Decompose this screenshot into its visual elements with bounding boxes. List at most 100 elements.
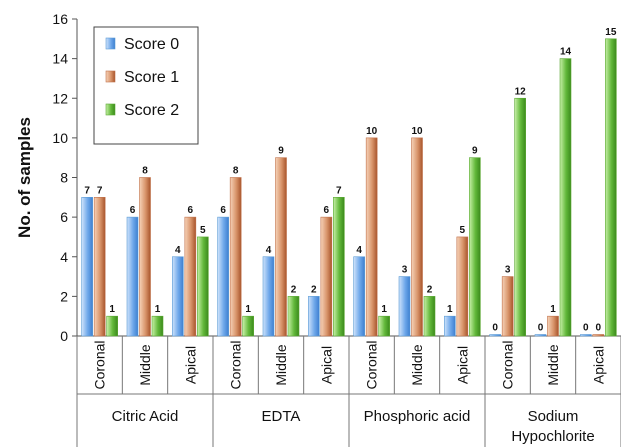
bar-score-2-edta-apical (333, 197, 345, 337)
bar-score-0-edta-middle (262, 256, 275, 337)
data-label: 2 (291, 284, 297, 295)
y-axis-title: No. of samples (15, 117, 34, 238)
x-group-label: Sodium (528, 408, 579, 425)
data-label: 1 (109, 304, 115, 315)
bar-score-2-sodium-hypochlorite-middle (559, 58, 572, 337)
data-label: 2 (311, 284, 317, 295)
bar-score-0-phosphoric-acid-middle (398, 276, 411, 337)
x-category-label: Coronal (228, 340, 244, 389)
legend-label: Score 2 (124, 102, 179, 119)
bar-score-1-phosphoric-acid-apical (456, 236, 469, 337)
y-tick-label: 6 (60, 209, 68, 225)
data-label: 10 (366, 126, 378, 137)
bar-score-1-sodium-hypochlorite-apical (592, 334, 605, 337)
data-label: 4 (356, 245, 362, 256)
legend-swatch-score-1 (105, 70, 116, 83)
y-tick-label: 14 (52, 51, 68, 67)
legend-label: Score 1 (124, 69, 179, 86)
bar-score-1-sodium-hypochlorite-coronal (501, 276, 514, 337)
bar-score-2-sodium-hypochlorite-apical (605, 38, 617, 337)
data-label: 6 (188, 205, 194, 216)
x-category-label: Apical (454, 346, 470, 384)
bar-score-0-edta-apical (308, 296, 320, 337)
bar-score-0-phosphoric-acid-coronal (353, 256, 365, 337)
legend-swatch-score-0 (105, 37, 116, 50)
bar-score-1-edta-middle (275, 157, 287, 337)
data-label: 6 (130, 205, 136, 216)
x-category-label: Coronal (92, 340, 108, 389)
data-label: 9 (472, 146, 478, 157)
data-label: 4 (266, 245, 272, 256)
x-category-label: Middle (409, 344, 425, 385)
data-label: 5 (200, 225, 206, 236)
y-tick-label: 16 (52, 11, 68, 27)
x-category-label: Middle (545, 344, 561, 385)
bar-score-1-citric-acid-middle (139, 177, 151, 337)
y-tick-label: 12 (52, 90, 68, 106)
x-group-label: Citric Acid (112, 408, 179, 425)
data-label: 8 (142, 166, 148, 177)
bar-score-2-citric-acid-coronal (106, 315, 118, 337)
bar-score-0-citric-acid-coronal (81, 197, 93, 337)
bar-score-0-citric-acid-middle (126, 216, 139, 337)
data-label: 1 (245, 304, 251, 315)
bar-score-0-sodium-hypochlorite-apical (580, 334, 592, 337)
bar-score-0-sodium-hypochlorite-coronal (489, 334, 501, 337)
data-label: 0 (583, 323, 589, 334)
data-label: 9 (278, 146, 284, 157)
data-label: 6 (324, 205, 330, 216)
data-label: 0 (492, 323, 498, 334)
x-category-label: Apical (590, 346, 606, 384)
data-label: 1 (381, 304, 387, 315)
data-label: 12 (515, 86, 527, 97)
data-label: 2 (427, 284, 433, 295)
data-label: 15 (605, 27, 617, 38)
y-tick-label: 4 (60, 249, 68, 265)
bar-score-2-edta-coronal (242, 315, 254, 337)
y-tick-label: 0 (60, 328, 68, 344)
bar-score-1-edta-coronal (229, 177, 242, 337)
data-label: 1 (550, 304, 556, 315)
data-label: 5 (460, 225, 466, 236)
bar-score-0-edta-coronal (217, 216, 229, 337)
data-label: 0 (596, 323, 602, 334)
x-category-label: Apical (318, 346, 334, 384)
bar-score-2-phosphoric-acid-apical (469, 157, 481, 337)
bar-score-2-citric-acid-apical (197, 236, 209, 337)
x-category-label: Coronal (364, 340, 380, 389)
x-category-label: Coronal (500, 340, 516, 389)
data-label: 8 (233, 166, 239, 177)
x-group-label: EDTA (262, 408, 301, 425)
bar-score-1-phosphoric-acid-coronal (365, 137, 378, 337)
bar-score-1-phosphoric-acid-middle (411, 137, 423, 337)
data-label: 7 (97, 185, 103, 196)
legend-label: Score 0 (124, 36, 179, 53)
bar-score-2-sodium-hypochlorite-coronal (514, 97, 526, 337)
data-label: 4 (175, 245, 181, 256)
data-label: 0 (538, 323, 544, 334)
data-label: 7 (84, 185, 90, 196)
y-tick-label: 10 (52, 130, 68, 146)
bar-score-1-sodium-hypochlorite-middle (547, 315, 559, 337)
data-label: 3 (505, 265, 511, 276)
data-label: 14 (560, 47, 572, 58)
y-tick-label: 8 (60, 170, 68, 186)
data-label: 1 (447, 304, 453, 315)
bar-score-0-sodium-hypochlorite-middle (534, 334, 547, 337)
data-label: 10 (411, 126, 423, 137)
x-group-label: Phosphoric acid (364, 408, 471, 425)
bar-score-2-edta-middle (287, 296, 300, 337)
legend-swatch-score-2 (105, 103, 116, 116)
x-category-label: Apical (182, 346, 198, 384)
data-label: 1 (155, 304, 161, 315)
data-label: 3 (402, 265, 408, 276)
bar-score-1-citric-acid-coronal (93, 197, 106, 337)
x-category-label: Middle (137, 344, 153, 385)
bar-score-1-edta-apical (320, 216, 333, 337)
bar-score-0-phosphoric-acid-apical (444, 315, 456, 337)
bar-score-2-citric-acid-middle (151, 315, 164, 337)
y-tick-label: 2 (60, 288, 68, 304)
x-group-label: Hypochlorite (511, 428, 594, 445)
